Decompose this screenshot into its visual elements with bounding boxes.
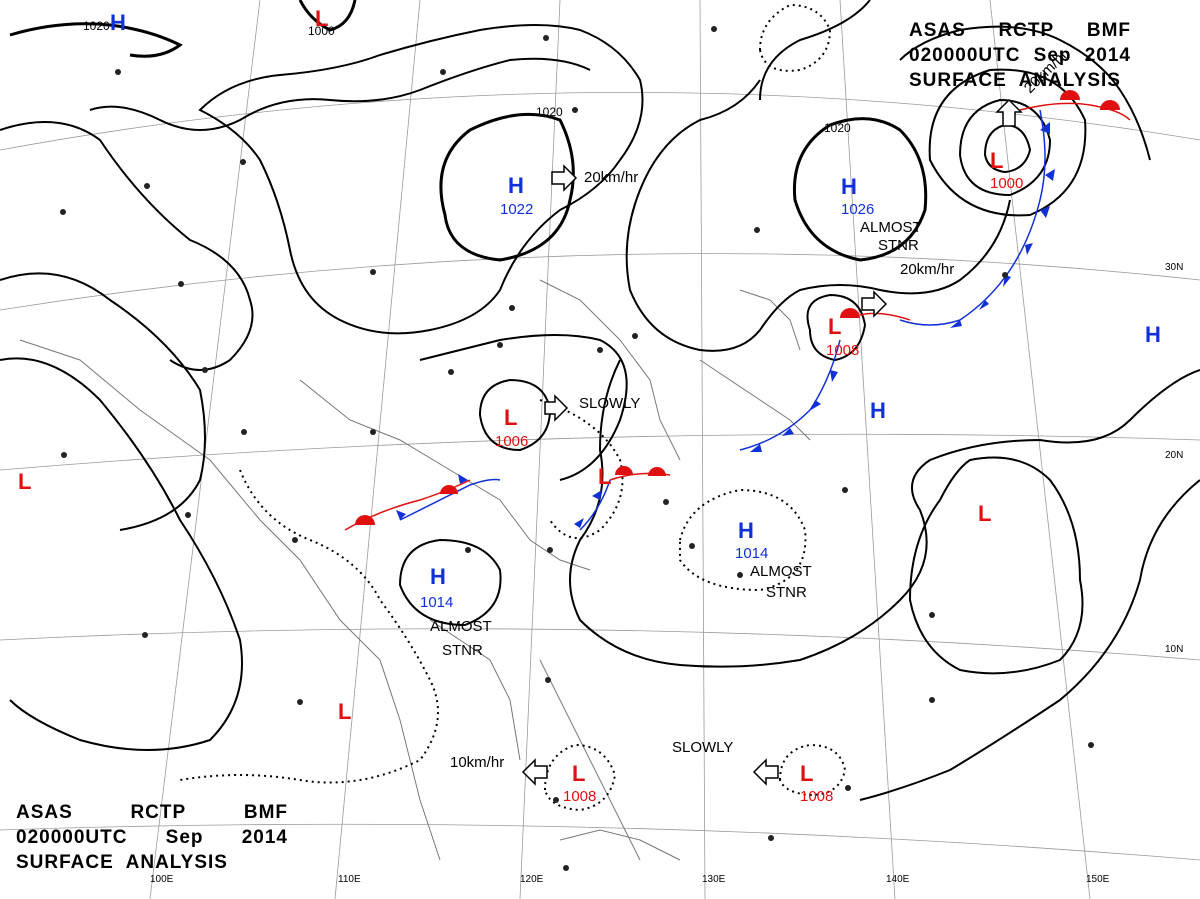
high-center: H — [841, 174, 857, 199]
valid-year: 2014 — [241, 827, 288, 848]
arrow-west-1 — [521, 758, 548, 786]
low-pressure-value: 1000 — [990, 175, 1023, 192]
station-code: RCTP — [998, 20, 1055, 41]
low-center: L — [800, 761, 813, 786]
agency-code: ASAS — [16, 802, 73, 823]
chart-title: SURFACE ANALYSIS — [909, 70, 1121, 91]
low-center: L — [572, 761, 585, 786]
movement-slowly-label: SLOWLY — [579, 395, 640, 412]
isobar-labels: 1020 1000 1020 1020 — [83, 19, 851, 135]
title-line-2: 020000UTC Sep 2014 — [909, 43, 1131, 68]
coastlines — [19, 279, 811, 861]
latitude-label: 30N — [1165, 262, 1183, 273]
longitude-label: 140E — [886, 874, 910, 885]
high-center: H — [430, 564, 446, 589]
annotations: 20km/hr 20km/hr 20km/hr SLOWLY SLOWLY 10… — [430, 46, 1071, 771]
high-pressure-value: 1014 — [735, 545, 768, 562]
title-block-bottom: ASAS RCTP BMF 020000UTC Sep 2014 SURFACE… — [16, 800, 288, 875]
low-center: L — [598, 464, 611, 489]
low-center: L — [315, 6, 328, 31]
movement-speed-label: 10km/hr — [450, 754, 504, 771]
movement-arrows — [521, 98, 1023, 786]
longitude-label: 110E — [338, 874, 361, 885]
latitude-label: 10N — [1165, 644, 1183, 655]
valid-time: 020000UTC — [909, 45, 1021, 66]
high-pressure-value: 1022 — [500, 201, 533, 218]
stationary-label: ALMOST — [860, 219, 922, 236]
valid-time: 020000UTC — [16, 827, 128, 848]
low-pressure-value: 1008 — [563, 788, 596, 805]
grid-labels: 30N 20N 10N 100E 110E 120E 130E 140E 150… — [150, 262, 1183, 885]
title-line-2: 020000UTC Sep 2014 — [16, 825, 288, 850]
stationary-label: ALMOST — [750, 563, 812, 580]
isobar-label: 1020 — [83, 19, 110, 33]
chart-title: SURFACE ANALYSIS — [16, 852, 228, 873]
high-center: H — [738, 518, 754, 543]
low-pressure-value: 1006 — [495, 433, 528, 450]
arrow-west-2 — [752, 758, 779, 786]
valid-month: Sep — [165, 827, 204, 848]
arrow-east-3 — [544, 394, 569, 422]
movement-speed-label: 20km/hr — [900, 261, 954, 278]
stationary-label: STNR — [766, 584, 807, 601]
isobar-label: 1020 — [536, 105, 563, 119]
station-code: RCTP — [130, 802, 187, 823]
longitude-label: 120E — [520, 874, 544, 885]
pressure-centers: H L H 1022 H 1026 L 1000 L 1008 L 1006 L… — [18, 6, 1161, 805]
low-center: L — [18, 469, 31, 494]
product-code: BMF — [1086, 20, 1131, 41]
title-block-top: ASAS RCTP BMF 020000UTC Sep 2014 SURFACE… — [909, 18, 1131, 93]
valid-month: Sep — [1033, 45, 1072, 66]
latitude-label: 20N — [1165, 450, 1183, 461]
low-center: L — [504, 405, 517, 430]
low-center: L — [338, 699, 351, 724]
product-code: BMF — [243, 802, 288, 823]
low-center: L — [828, 314, 841, 339]
stationary-label: ALMOST — [430, 618, 492, 635]
high-center: H — [110, 10, 126, 35]
low-center: L — [990, 148, 1003, 173]
arrow-east-1 — [551, 164, 578, 192]
high-center: H — [508, 173, 524, 198]
valid-year: 2014 — [1084, 45, 1131, 66]
station-plots — [60, 26, 1094, 871]
arrow-north — [995, 98, 1023, 127]
low-pressure-value: 1008 — [800, 788, 833, 805]
stationary-label: STNR — [878, 237, 919, 254]
movement-speed-label: 20km/hr — [584, 169, 638, 186]
longitude-label: 130E — [702, 874, 726, 885]
high-pressure-value: 1026 — [841, 201, 874, 218]
isobar-label: 1000 — [308, 24, 335, 38]
high-center: H — [1145, 322, 1161, 347]
longitude-label: 100E — [150, 874, 174, 885]
high-center: H — [870, 398, 886, 423]
title-line-1: ASAS RCTP BMF — [909, 18, 1131, 43]
stationary-label: STNR — [442, 642, 483, 659]
title-line-1: ASAS RCTP BMF — [16, 800, 288, 825]
arrow-east-2 — [861, 290, 888, 318]
movement-slowly-label: SLOWLY — [672, 739, 733, 756]
high-pressure-value: 1014 — [420, 594, 453, 611]
fronts — [344, 102, 1131, 531]
longitude-label: 150E — [1086, 874, 1110, 885]
front-symbols — [355, 90, 1120, 528]
isobar-label: 1020 — [824, 121, 851, 135]
low-center: L — [978, 501, 991, 526]
dotted-isobars — [179, 3, 847, 812]
agency-code: ASAS — [909, 20, 966, 41]
low-pressure-value: 1008 — [826, 342, 859, 359]
